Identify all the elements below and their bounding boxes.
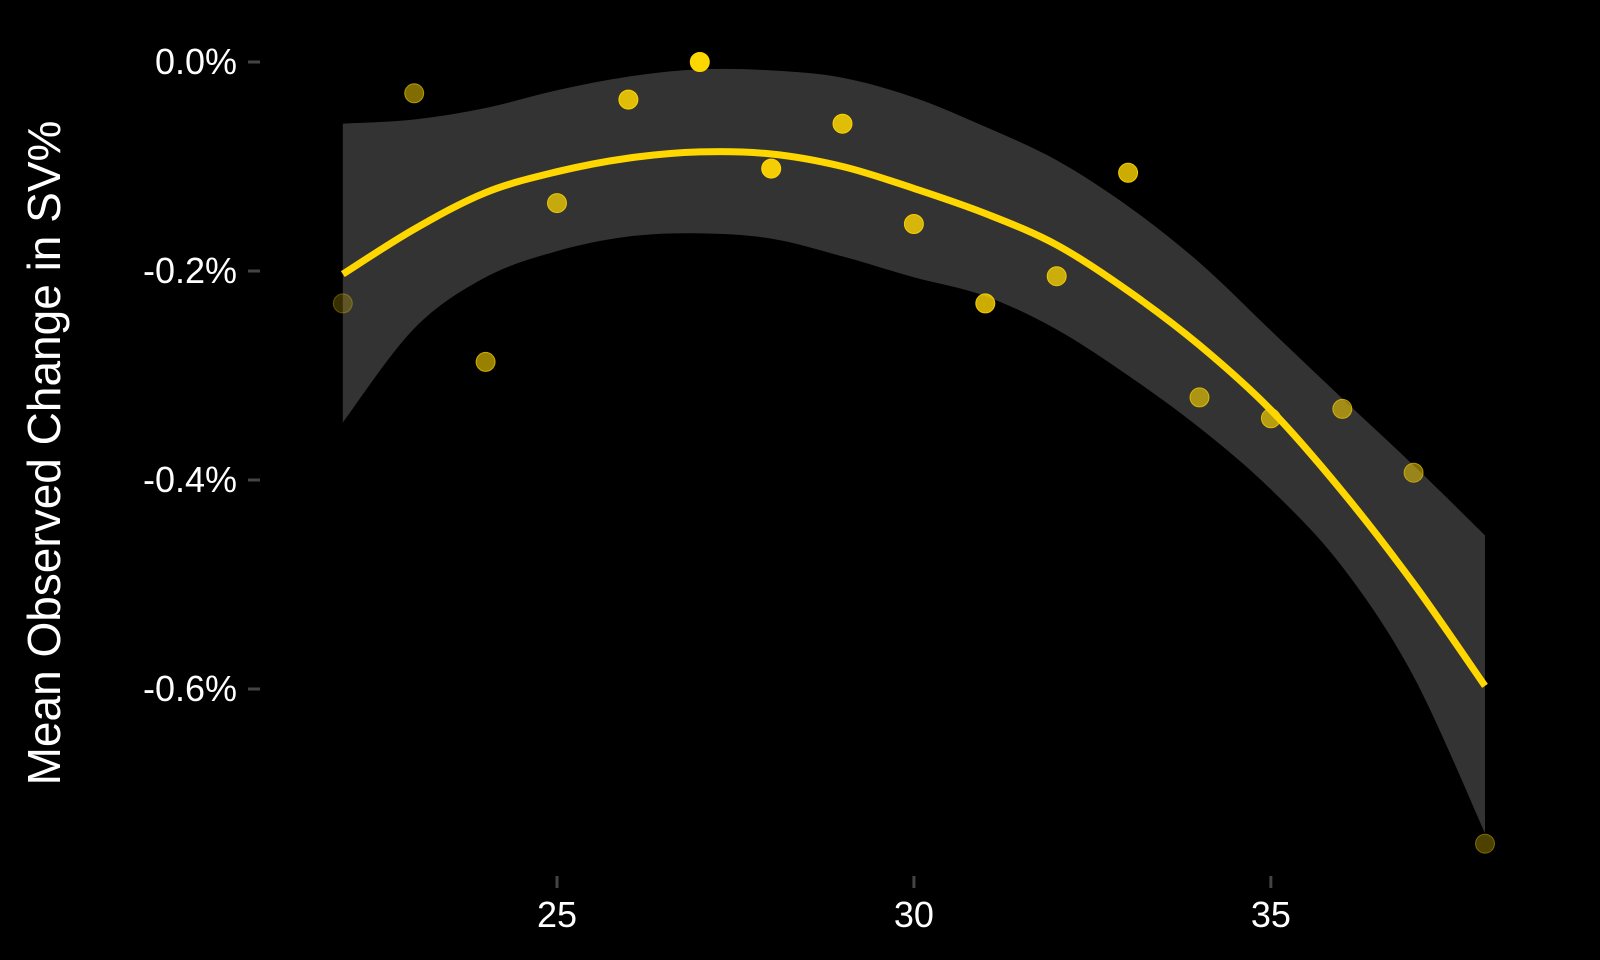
y-tick-label: 0.0% <box>155 41 237 82</box>
data-point <box>1403 462 1424 483</box>
x-tick-label: 25 <box>537 894 577 935</box>
data-point <box>832 113 853 134</box>
data-point <box>1189 387 1210 408</box>
data-point <box>1046 266 1067 287</box>
x-tick-label: 30 <box>894 894 934 935</box>
data-point <box>404 83 425 104</box>
trend-line <box>340 148 1488 688</box>
trend-line-layer <box>340 148 1488 688</box>
y-axis: 0.0% -0.2% -0.4% -0.6% <box>143 41 260 709</box>
data-point <box>689 52 710 72</box>
data-point <box>1475 833 1495 854</box>
y-tick-label: -0.2% <box>143 250 237 291</box>
data-point <box>975 293 996 314</box>
data-point <box>903 214 924 234</box>
x-axis: 25 30 35 <box>537 876 1291 935</box>
x-tick-label: 35 <box>1251 894 1291 935</box>
y-axis-title: Mean Observed Change in SV% <box>18 121 70 786</box>
data-points-layer <box>332 52 1495 854</box>
data-point <box>618 89 639 110</box>
y-tick-label: -0.4% <box>143 459 237 500</box>
y-tick-label: -0.6% <box>143 668 237 709</box>
data-point <box>475 351 496 372</box>
data-point <box>1260 408 1281 429</box>
data-point <box>761 158 782 179</box>
data-point <box>1332 398 1353 419</box>
data-point <box>332 293 353 314</box>
data-point <box>1118 162 1139 183</box>
data-point <box>547 193 567 214</box>
